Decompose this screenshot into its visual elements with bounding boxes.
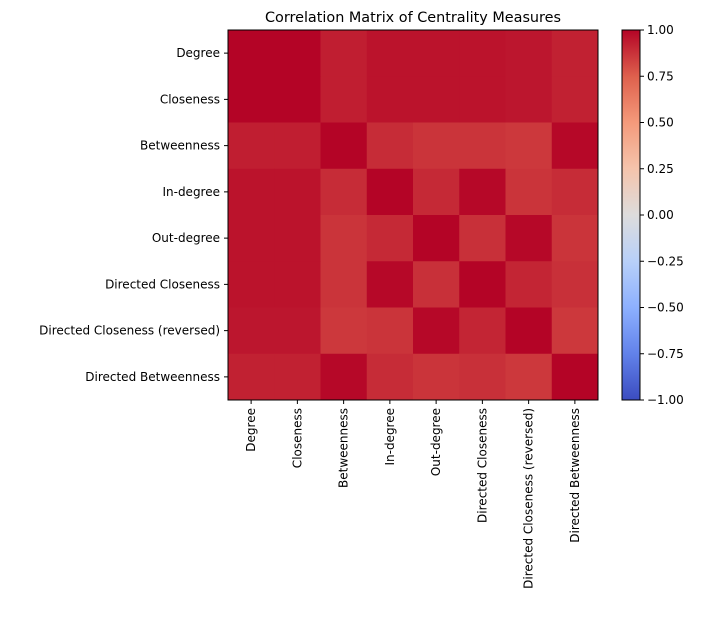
heatmap-cell [551,76,599,123]
heatmap-cell [413,76,460,123]
column-tick-label: Directed Closeness (reversed) [522,408,536,589]
colorbar-tick-label: 0.25 [647,162,674,176]
row-tick-label: Directed Closeness (reversed) [39,324,220,338]
colorbar-tick-labels: 1.00 0.75 0.50 0.25 0.00 −0.25 −0.50 −0.75 −1.00 [640,23,684,407]
heatmap-cell [320,76,368,123]
heatmap-cell [505,215,553,262]
heatmap-cell [505,168,553,216]
heatmap-cell [459,307,506,355]
heatmap-cell [228,122,275,170]
heatmap-cell [228,168,275,216]
heatmap-cell [274,168,321,216]
row-tick-label: Degree [176,46,220,60]
heatmap-cell [274,122,321,170]
row-tick-labels: Degree Closeness Betweenness In-degree Out-d… [39,46,228,384]
heatmap-cell [505,122,553,170]
heatmap-cell [228,353,275,401]
row-tick-label: Betweenness [140,139,220,153]
heatmap-cell [413,30,460,77]
heatmap-cell [274,307,321,355]
heatmap-cell [320,122,368,170]
colorbar-tick-label: 1.00 [647,23,674,37]
heatmap-cell [413,261,460,308]
column-tick-labels: Degree Closeness Betweenness In-degree Out-d… [244,400,582,589]
heatmap-cell [274,261,321,308]
heatmap-cell [274,30,321,77]
heatmap-cells [228,30,599,401]
heatmap-cell [274,76,321,123]
heatmap-cell [551,261,599,308]
heatmap-cell [551,307,599,355]
chart-title: Correlation Matrix of Centrality Measure… [265,10,561,26]
heatmap-cell [459,122,506,170]
column-tick-label: Out-degree [429,408,443,476]
heatmap-cell [366,307,414,355]
heatmap-cell [366,122,414,170]
colorbar-gradient [621,29,641,401]
heatmap-cell [366,168,414,216]
heatmap-cell [228,76,275,123]
heatmap-cell [551,30,599,77]
heatmap-cell [320,168,368,216]
column-tick-label: In-degree [383,408,397,466]
heatmap-cell [228,30,275,77]
row-tick-label: Closeness [160,92,220,106]
colorbar-tick-label: −1.00 [647,393,684,407]
row-tick-label: Directed Betweenness [85,370,220,384]
row-tick-label: In-degree [162,185,220,199]
heatmap-cell [413,168,460,216]
colorbar-tick-label: −0.25 [647,254,684,268]
heatmap-cell [459,261,506,308]
heatmap-cell [505,261,553,308]
heatmap-cell [413,215,460,262]
heatmap-cell [228,215,275,262]
heatmap-cell [228,307,275,355]
heatmap-cell [366,353,414,401]
heatmap-cell [459,168,506,216]
heatmap-cell [551,353,599,401]
heatmap-frame [227,29,599,401]
row-tick-label: Out-degree [152,231,220,245]
column-tick-label: Degree [244,408,258,452]
heatmap-cell [366,76,414,123]
heatmap-cell [551,168,599,216]
heatmap-cell [366,30,414,77]
heatmap-cell [413,307,460,355]
colorbar-tick-label: 0.75 [647,69,674,83]
heatmap-cell [320,215,368,262]
heatmap-cell [366,261,414,308]
heatmap-cell [551,122,599,170]
heatmap-cell [505,76,553,123]
heatmap-cell [320,30,368,77]
heatmap-cell [366,215,414,262]
colorbar-tick-label: −0.50 [647,301,684,315]
heatmap-cell [320,307,368,355]
heatmap-cell [228,261,275,308]
heatmap-cell [505,30,553,77]
heatmap-cell [274,215,321,262]
heatmap-cell [320,353,368,401]
heatmap-cell [459,215,506,262]
colorbar-tick-label: −0.75 [647,347,684,361]
heatmap-cell [413,122,460,170]
column-tick-label: Betweenness [337,408,351,488]
heatmap-cell [320,261,368,308]
column-tick-label: Directed Closeness [475,408,489,523]
heatmap-cell [505,307,553,355]
heatmap-cell [274,353,321,401]
column-tick-label: Closeness [290,408,304,468]
heatmap-cell [459,353,506,401]
heatmap-cell [551,215,599,262]
colorbar-tick-label: 0.00 [647,208,674,222]
heatmap-cell [413,353,460,401]
heatmap-cell [459,30,506,77]
colorbar-tick-label: 0.50 [647,116,674,130]
heatmap-cell [505,353,553,401]
column-tick-label: Directed Betweenness [568,408,582,543]
row-tick-label: Directed Closeness [105,277,220,291]
heatmap-cell [459,76,506,123]
